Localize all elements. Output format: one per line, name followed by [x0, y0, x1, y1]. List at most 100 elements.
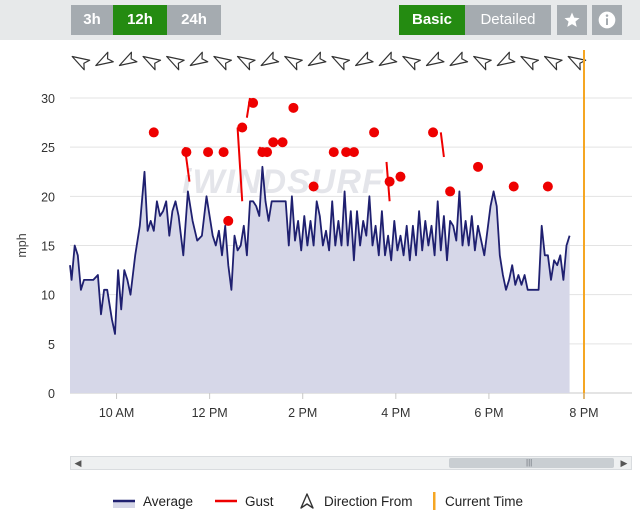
x-tick-label: 6 PM	[474, 406, 503, 420]
legend-average-label: Average	[143, 493, 194, 509]
gust-point	[262, 147, 273, 158]
average-series-line	[69, 165, 571, 335]
y-tick-label: 10	[41, 289, 55, 303]
direction-arrow	[118, 51, 138, 67]
y-tick-label: 20	[41, 190, 55, 204]
average-line	[69, 165, 571, 335]
direction-arrow	[355, 51, 374, 67]
legend-direction-label: Direction From	[324, 493, 413, 509]
gust-point	[473, 161, 484, 172]
gust-segment	[236, 127, 244, 202]
direction-arrow-shape	[307, 51, 327, 67]
direction-arrow	[260, 51, 280, 67]
watermark-logo: iWINDSURF	[182, 163, 383, 201]
direction-arrow	[307, 51, 327, 67]
direction-arrow-shape	[402, 55, 421, 71]
direction-arrow	[543, 55, 563, 71]
direction-arrow	[166, 55, 185, 71]
direction-arrow-shape	[567, 55, 587, 71]
scroll-left-icon[interactable]: ◀	[74, 458, 82, 468]
x-tick-label: 2 PM	[288, 406, 317, 420]
direction-arrow-shape	[284, 55, 303, 71]
gust-point	[218, 147, 229, 158]
gust-point	[508, 181, 519, 192]
direction-arrow-shape	[331, 55, 351, 71]
direction-arrows	[71, 51, 587, 71]
gust-point	[248, 97, 259, 108]
gust-point	[203, 147, 214, 158]
gust-point	[384, 176, 395, 187]
direction-arrow-shape	[236, 55, 256, 71]
direction-arrow-shape	[473, 55, 492, 71]
legend-gust: Gust	[215, 492, 274, 510]
direction-arrow-shape	[118, 51, 138, 67]
current-time-legend-icon	[433, 492, 436, 510]
direction-arrow	[520, 55, 540, 71]
direction-arrow	[236, 55, 256, 71]
y-tick-label: 0	[48, 387, 55, 401]
gust-points	[148, 97, 553, 226]
direction-arrow	[402, 55, 421, 71]
x-tick-label: 12 PM	[192, 406, 228, 420]
direction-arrow-shape	[520, 55, 540, 71]
direction-arrow	[95, 51, 114, 67]
y-tick-label: 30	[41, 92, 55, 106]
average-legend-icon	[113, 499, 135, 508]
x-tick-label: 8 PM	[569, 406, 598, 420]
legend-direction: Direction From	[298, 492, 413, 510]
direction-arrow-shape	[213, 55, 232, 71]
gust-point	[277, 137, 288, 148]
direction-arrow	[496, 51, 516, 67]
grip-icon: |||	[526, 458, 533, 467]
gust-legend-icon	[215, 499, 237, 503]
gust-point	[369, 127, 380, 138]
toolbar: 3h 12h 24h Basic Detailed	[0, 0, 640, 40]
x-axis-ticks: 10 AM 12 PM 2 PM 4 PM 6 PM 8 PM	[99, 393, 599, 420]
info-icon[interactable]	[592, 5, 622, 35]
direction-arrow-shape	[355, 51, 374, 67]
view-basic-button[interactable]: Basic	[399, 5, 465, 35]
y-tick-label: 5	[48, 338, 55, 352]
gust-point	[341, 147, 352, 158]
gust-point	[148, 127, 159, 138]
x-tick-label: 10 AM	[99, 406, 134, 420]
range-3h-button[interactable]: 3h	[71, 5, 113, 35]
gust-point	[395, 171, 406, 182]
wind-chart: iWINDSURF 0 5 10 15 20 25 30 mph 10 AM 12 PM 2 P…	[15, 50, 632, 420]
gust-point	[288, 102, 299, 113]
gust-point	[237, 122, 248, 133]
direction-arrow	[449, 51, 469, 67]
y-axis-label: mph	[15, 233, 29, 257]
gust-point	[308, 181, 319, 192]
y-axis-title: mph	[15, 233, 29, 257]
direction-arrow	[213, 55, 232, 71]
average-area-fill	[70, 166, 570, 393]
direction-arrow	[284, 55, 303, 71]
gust-point	[268, 137, 279, 148]
range-12h-button[interactable]: 12h	[113, 5, 167, 35]
gust-point	[445, 186, 456, 197]
legend-current-time-label: Current Time	[445, 493, 524, 509]
legend-gust-label: Gust	[245, 493, 274, 509]
average-area	[70, 166, 570, 393]
gust-point	[348, 147, 359, 158]
view-detailed-button[interactable]: Detailed	[465, 5, 551, 35]
y-axis-ticks: 0 5 10 15 20 25 30	[41, 92, 55, 401]
scroll-thumb[interactable]: |||	[449, 458, 614, 468]
scroll-right-icon[interactable]: ▶	[620, 458, 628, 468]
chart-scrollbar[interactable]: ◀ ||| ▶	[70, 456, 632, 470]
direction-arrow	[378, 51, 398, 67]
legend-average: Average	[113, 492, 193, 510]
gust-segment	[439, 132, 445, 158]
star-icon[interactable]	[557, 5, 587, 35]
y-tick-label: 15	[41, 240, 55, 254]
gust-point	[328, 147, 339, 158]
y-tick-label: 25	[41, 141, 55, 155]
direction-arrow-shape	[166, 55, 185, 71]
direction-arrow	[567, 55, 587, 71]
gust-point	[181, 147, 192, 158]
direction-arrow-shape	[142, 55, 162, 71]
direction-arrow-shape	[496, 51, 516, 67]
direction-arrow-shape	[378, 51, 398, 67]
range-24h-button[interactable]: 24h	[167, 5, 221, 35]
